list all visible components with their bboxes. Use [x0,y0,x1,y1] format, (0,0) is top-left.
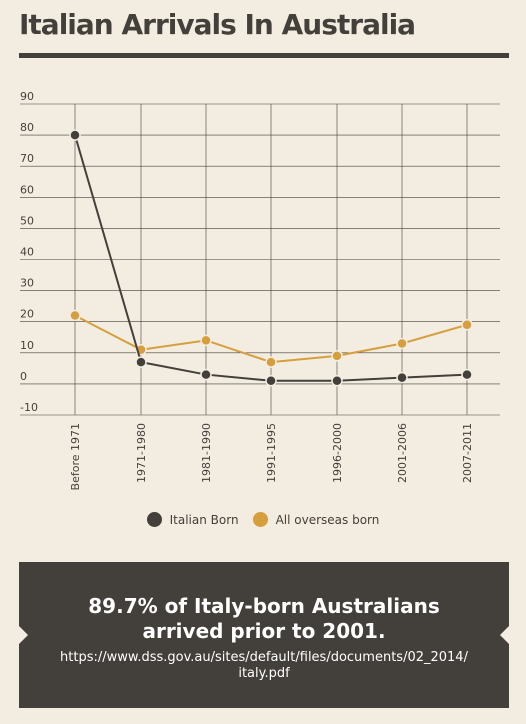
x-tick-label: 1991-1995 [265,423,278,483]
y-tick-label: 40 [20,246,34,259]
x-tick-label: 1996-2000 [331,423,344,483]
y-tick-label: 80 [20,121,34,134]
data-point-italian-born[interactable] [265,375,277,387]
data-point-all-overseas-born[interactable] [265,356,277,368]
data-point-italian-born[interactable] [200,368,212,381]
data-point-italian-born[interactable] [331,375,343,387]
x-tick-label: 2001-2006 [396,423,409,483]
page-title: Italian Arrivals In Australia [19,8,416,41]
x-tick-label: 1971-1980 [135,423,148,483]
x-tick-label: 1981-1990 [200,423,213,483]
legend-swatch-all-overseas-born [252,512,268,527]
data-point-italian-born[interactable] [396,371,408,384]
x-tick-label: 2007-2011 [461,423,474,483]
title-divider [19,53,509,58]
y-tick-label: 0 [20,370,27,383]
line-chart: 90 80 70 60 50 40 30 20 10 0 -10 Before 1971 1971-19… [20,90,500,490]
y-tick-label: 50 [20,214,34,227]
x-tick-label: Before 1971 [69,423,82,490]
summary-banner: 89.7% of Italy-born Australians arrived … [19,562,509,708]
data-point-italian-born[interactable] [135,356,147,368]
y-tick-label: 60 [20,183,34,196]
data-point-all-overseas-born[interactable] [396,337,408,350]
y-tick-label: -10 [20,401,38,414]
legend-item-all-overseas-born[interactable]: All overseas born [252,512,380,527]
y-tick-label: 20 [20,308,34,321]
chart-legend: Italian Born All overseas born [0,512,526,527]
y-tick-label: 90 [20,90,34,103]
banner-source-link[interactable]: https://www.dss.gov.au/sites/default/fil… [60,650,468,681]
data-point-all-overseas-born[interactable] [200,334,212,347]
legend-item-italian-born[interactable]: Italian Born [146,512,239,527]
y-tick-label: 10 [20,339,34,352]
data-point-all-overseas-born[interactable] [69,309,81,322]
legend-label-all-overseas-born: All overseas born [275,512,380,527]
data-point-all-overseas-born[interactable] [461,319,473,331]
data-point-italian-born[interactable] [69,129,81,141]
data-point-italian-born[interactable] [461,368,473,381]
y-tick-label: 30 [20,277,34,290]
legend-swatch-italian-born [146,512,162,527]
banner-headline: 89.7% of Italy-born Australians arrived … [88,594,440,643]
y-tick-label: 70 [20,152,34,165]
data-point-all-overseas-born[interactable] [331,350,343,362]
legend-label-italian-born: Italian Born [169,512,239,527]
